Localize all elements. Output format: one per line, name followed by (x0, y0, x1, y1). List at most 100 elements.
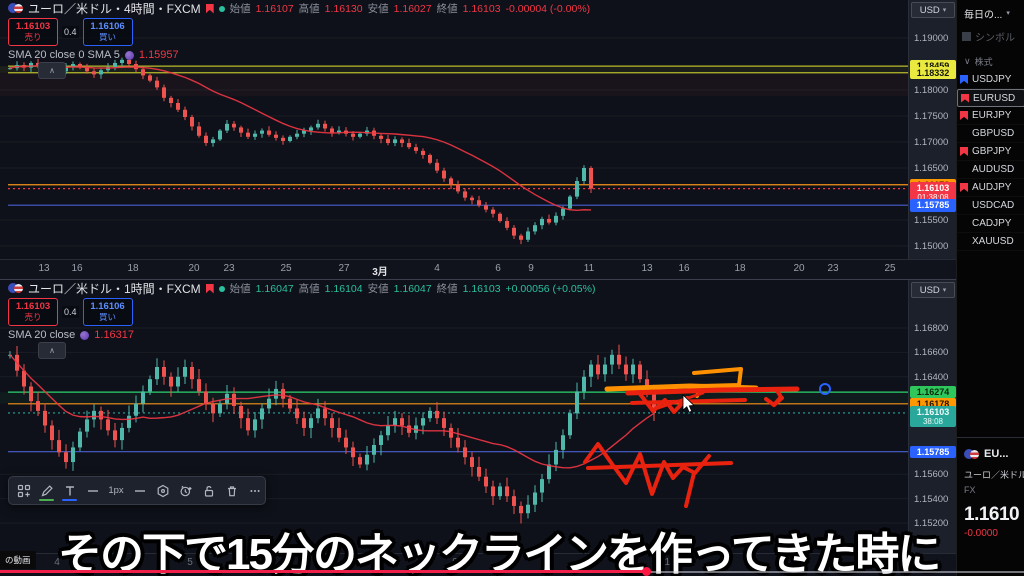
object-tree-icon[interactable] (12, 479, 35, 502)
watchlist-row-AUDUSD[interactable]: AUDUSD (957, 161, 1024, 179)
time-tick-label: 18 (734, 263, 746, 274)
ohlc-label: 安値 (367, 283, 389, 295)
buy-button[interactable]: 1.16106 買い (82, 18, 133, 46)
watchlist-symbol-label: AUDUSD (972, 164, 1015, 175)
sell-price: 1.16103 (15, 300, 51, 312)
ohlc-label: 始値 (229, 3, 251, 15)
chart-panel-1h: USD ▾ 1.16800 1.16600 1.16400 1.15600 1.1540… (0, 280, 957, 576)
chart-title-1h[interactable]: ユーロ／米ドル・1時間・FXCM (28, 282, 201, 296)
indicator-icon (80, 330, 90, 340)
watchlist-row-XAUUSD[interactable]: XAUUSD (957, 233, 1024, 251)
text-tool-icon[interactable] (58, 479, 81, 502)
hand-drawn-stroke (583, 442, 711, 496)
sell-button[interactable]: 1.16103 売り (8, 298, 58, 326)
detail-market-type: FX (964, 485, 976, 495)
market-status-dot-icon (218, 285, 225, 292)
watchlist-symbol-label: CADJPY (972, 218, 1012, 229)
trash-icon[interactable] (220, 479, 243, 502)
video-overlay-chip[interactable]: の動画 (0, 551, 36, 569)
progress-handle[interactable] (642, 567, 651, 576)
hand-drawn-stroke (586, 461, 733, 470)
ohlc-value: 1.16047 (393, 282, 432, 295)
time-tick-label: 23 (827, 263, 839, 274)
collapse-chart-button-4h[interactable]: ∧ (38, 62, 66, 79)
price-tick-label: 1.18000 (914, 85, 949, 96)
indicator-value: 1.15957 (138, 49, 179, 61)
line-style-icon[interactable] (81, 479, 104, 502)
chevron-down-icon: ▾ (942, 7, 947, 14)
line-width-icon[interactable] (128, 479, 151, 502)
buy-button[interactable]: 1.16106 買い (82, 298, 133, 326)
change-value: -0.00004 (-0.00%) (505, 2, 591, 15)
watchlist-group-stocks[interactable]: ∨ 株式 (957, 44, 1024, 71)
watchlist-symbol-label: GBPJPY (972, 146, 1012, 157)
ohlc-value: 1.16103 (462, 2, 501, 15)
bookmark-flag-icon[interactable] (205, 3, 214, 14)
currency-dropdown-4h[interactable]: USD ▾ (911, 2, 955, 18)
time-tick-label: 27 (338, 263, 350, 274)
spread-value: 0.4 (62, 26, 79, 38)
currency-label: USD (919, 4, 940, 16)
watchlist-row-GBPUSD[interactable]: GBPUSD (957, 125, 1024, 143)
subtitle-caption: その下で15分のネックラインを作ってきた時に (58, 530, 941, 576)
candlestick-chart-1h[interactable] (0, 285, 908, 555)
symbol-search-label: シンボル (975, 33, 1015, 44)
flag-icon (960, 75, 968, 84)
sell-button[interactable]: 1.16103 売り (8, 18, 58, 46)
price-tick-label: 1.15000 (914, 241, 949, 252)
price-tick-label: 1.16500 (914, 163, 949, 174)
pencil-draw-icon[interactable] (35, 479, 58, 502)
progress-played (0, 570, 646, 573)
chevron-down-icon: ∨ (964, 56, 971, 66)
progress-remaining (646, 571, 1024, 573)
time-tick-label: 9 (452, 557, 458, 568)
shape-settings-icon[interactable] (151, 479, 174, 502)
indicator-name: SMA 20 close 0 SMA 5 (8, 49, 120, 61)
time-tick-label: 6 (317, 557, 323, 568)
watchlist-row-CADJPY[interactable]: CADJPY (957, 215, 1024, 233)
watchlist-row-USDCAD[interactable]: USDCAD (957, 197, 1024, 215)
chart-title-4h[interactable]: ユーロ／米ドル・4時間・FXCM (28, 2, 201, 16)
symbol-search-row[interactable]: シンボル (957, 20, 1024, 44)
time-tick-label: 16 (71, 263, 83, 274)
watchlist-symbol-label: AUDJPY (972, 182, 1012, 193)
price-axis-4h[interactable]: USD ▾ 1.19000 1.18000 1.17500 1.17000 1.1650… (908, 0, 957, 259)
time-axis-4h[interactable]: 13 16 18 20 23 25 27 3月 4 6 9 11 13 16 18 20 23 25 (0, 259, 956, 279)
text-color-indicator (62, 498, 77, 501)
time-tick-label: 20 (188, 263, 200, 274)
buy-label: 買い (99, 311, 117, 322)
candlestick-chart-4h[interactable] (0, 0, 908, 262)
eurusd-pair-icon (8, 283, 23, 294)
time-tick-label: 9 (528, 263, 534, 274)
stroke-width-label[interactable]: 1px (108, 485, 124, 496)
watchlist-symbol-label: EURUSD (973, 92, 1016, 104)
add-alert-icon[interactable] (174, 479, 197, 502)
ohlc-value: 1.16130 (324, 2, 363, 15)
time-tick-label: 13 (641, 263, 653, 274)
watchlist-row-GBPJPY[interactable]: GBPJPY (957, 143, 1024, 161)
indicator-value: 1.16317 (94, 329, 135, 341)
indicator-row-1h[interactable]: SMA 20 close 1.16317 (8, 329, 134, 341)
bookmark-flag-icon[interactable] (205, 283, 214, 294)
video-progress-bar[interactable] (0, 567, 1024, 576)
watchlist-row-AUDJPY[interactable]: AUDJPY (957, 179, 1024, 197)
price-badge-teal: 1.16103 38:08 (910, 405, 956, 428)
currency-dropdown-1h[interactable]: USD ▾ (911, 282, 955, 298)
collapse-chart-button-1h[interactable]: ∧ (38, 342, 66, 359)
hand-drawn-stroke (656, 391, 705, 410)
pencil-color-indicator (39, 498, 54, 501)
price-tick-label: 1.19000 (914, 33, 949, 44)
watchlist-symbol-label: XAUUSD (972, 236, 1014, 247)
time-axis-1h[interactable]: 4 5 6 9 10 11 (0, 553, 956, 572)
detail-header[interactable]: EU... (964, 448, 1024, 460)
price-axis-1h[interactable]: USD ▾ 1.16800 1.16600 1.16400 1.15600 1.1540… (908, 280, 957, 553)
watchlist-row-EURUSD[interactable]: EURUSD (957, 89, 1024, 107)
time-tick-label: 6 (495, 263, 501, 274)
watchlist-row-USDJPY[interactable]: USDJPY (957, 71, 1024, 89)
watchlist-row-EURJPY[interactable]: EURJPY (957, 107, 1024, 125)
trade-buttons-4h: 1.16103 売り 0.4 1.16106 買い (8, 18, 133, 46)
more-options-icon[interactable] (243, 479, 266, 502)
indicator-row-4h[interactable]: SMA 20 close 0 SMA 5 1.15957 (8, 49, 179, 61)
lock-icon[interactable] (197, 479, 220, 502)
watchlist-dropdown[interactable]: 毎日の... ▾ (957, 0, 1024, 21)
